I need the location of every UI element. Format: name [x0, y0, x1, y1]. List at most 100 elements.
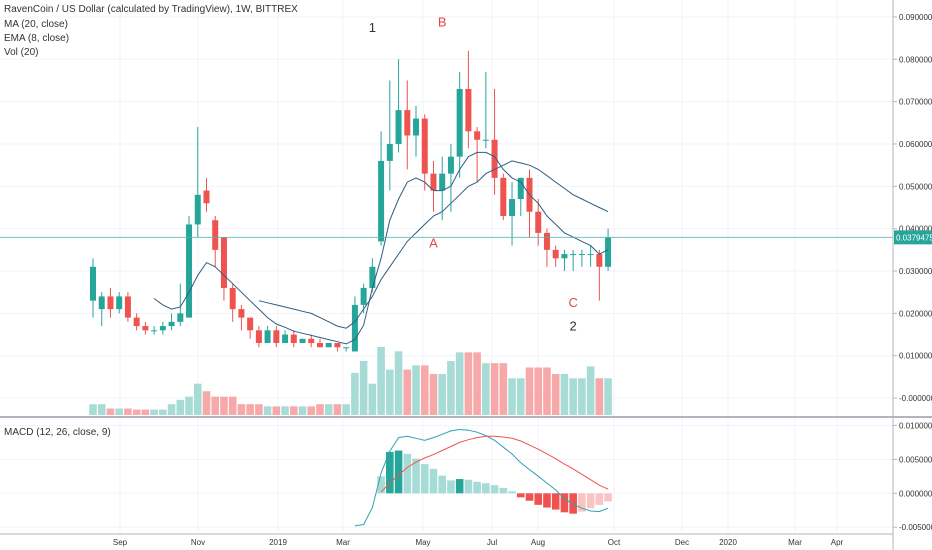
annotations: 1 B A C 2: [369, 14, 578, 333]
candle-body: [133, 317, 140, 327]
indicator-ma: MA (20, close): [4, 19, 68, 30]
volume-bar: [141, 409, 150, 415]
volume-bar: [89, 404, 97, 415]
volume-bar: [447, 361, 455, 415]
volume-bar: [159, 409, 167, 415]
candle-body: [316, 343, 323, 348]
macd-hist-bar: [394, 450, 403, 494]
macd-line: [354, 428, 609, 527]
time-tick-label: Dec: [675, 538, 689, 547]
candle-body: [360, 287, 367, 305]
volume-bar: [490, 363, 499, 415]
volume-bar: [438, 373, 446, 415]
macd-hist-bar: [560, 493, 569, 513]
candle-body: [142, 326, 149, 331]
price-tick-label: 0.03000000: [899, 267, 932, 276]
candle-body: [456, 88, 463, 157]
ema-line: [153, 151, 609, 345]
volume-bar: [403, 369, 412, 415]
macd-hist-bar: [525, 493, 534, 501]
candles: [90, 50, 612, 352]
candle-body: [482, 139, 489, 141]
candle-body: [98, 296, 105, 310]
volume-bar: [386, 369, 394, 415]
candle-body: [465, 88, 472, 132]
volume-bar: [595, 378, 604, 415]
candle-body: [535, 211, 542, 233]
time-tick-label: Apr: [831, 538, 844, 547]
volume-bars: [89, 346, 612, 415]
volume-bar: [359, 361, 368, 415]
time-tick-label: Mar: [336, 538, 350, 547]
candle-body: [570, 254, 577, 256]
volume-bar: [176, 399, 185, 415]
candle-body: [605, 237, 612, 267]
volume-bar: [124, 408, 132, 415]
volume-bar: [377, 346, 385, 415]
volume-bar: [551, 373, 560, 415]
candle-body: [587, 254, 594, 256]
volume-bar: [281, 406, 289, 415]
macd-hist-bar: [578, 493, 586, 512]
macd-tick-label: -0.00500000: [899, 523, 932, 532]
candle-body: [273, 330, 280, 344]
candle-body: [421, 118, 428, 174]
volume-bar: [193, 383, 202, 415]
candle-body: [229, 287, 236, 310]
candle-body: [159, 326, 166, 331]
price-tick-label: 0.08000000: [899, 55, 932, 64]
candle-body: [255, 330, 262, 344]
volume-bar: [272, 406, 281, 415]
candle-body: [509, 199, 516, 216]
volume-bar: [324, 404, 333, 415]
candle-body: [386, 143, 393, 161]
candle-body: [413, 118, 420, 136]
annotation-label: 1: [369, 20, 376, 35]
candle-body: [325, 343, 332, 348]
candle-body: [439, 173, 446, 191]
candle-body: [474, 131, 481, 140]
candle-body: [177, 313, 184, 322]
volume-bar: [455, 352, 464, 415]
candle-body: [334, 343, 341, 348]
volume-bar: [246, 404, 254, 415]
time-tick-label: May: [415, 538, 430, 547]
volume-bar: [289, 406, 298, 415]
price-tick-label: -0.00000000: [899, 394, 932, 403]
macd-hist-bar: [551, 493, 560, 510]
volume-bar: [569, 378, 577, 415]
ma-line: [258, 160, 609, 329]
candle-body: [264, 330, 271, 344]
macd-hist-bar: [595, 493, 604, 505]
price-tick-label: 0.09000000: [899, 13, 932, 22]
indicator-vol: Vol (20): [4, 47, 39, 58]
volume-bar: [228, 396, 237, 415]
macd-hist-bar: [534, 493, 543, 505]
time-tick-label: Nov: [191, 538, 205, 547]
volume-bar: [97, 404, 106, 415]
volume-bar: [211, 396, 220, 415]
candle-body: [552, 249, 559, 259]
volume-bar: [420, 365, 429, 415]
macd-signal-line: [380, 435, 609, 493]
candle-body: [247, 317, 254, 331]
chart-title: RavenCoin / US Dollar (calculated by Tra…: [4, 4, 298, 15]
candle-body: [491, 139, 498, 178]
macd-hist-bar: [464, 479, 473, 494]
macd-hist-bar: [586, 493, 595, 509]
time-tick-label: Sep: [113, 538, 128, 547]
candle-body: [395, 110, 402, 144]
volume-bar: [106, 408, 115, 415]
volume-bar: [473, 352, 481, 415]
macd-hist-bar: [412, 458, 420, 494]
price-tick-label: 0.05000000: [899, 182, 932, 191]
macd-hist-bar: [403, 453, 412, 494]
volume-bar: [482, 363, 490, 415]
price-tick-label: 0.06000000: [899, 140, 932, 149]
volume-bar: [132, 409, 141, 415]
macd-hist-bar: [438, 475, 446, 494]
candle-body: [500, 177, 507, 216]
candle-body: [116, 296, 123, 310]
macd-tick-label: 0.00500000: [899, 455, 932, 464]
